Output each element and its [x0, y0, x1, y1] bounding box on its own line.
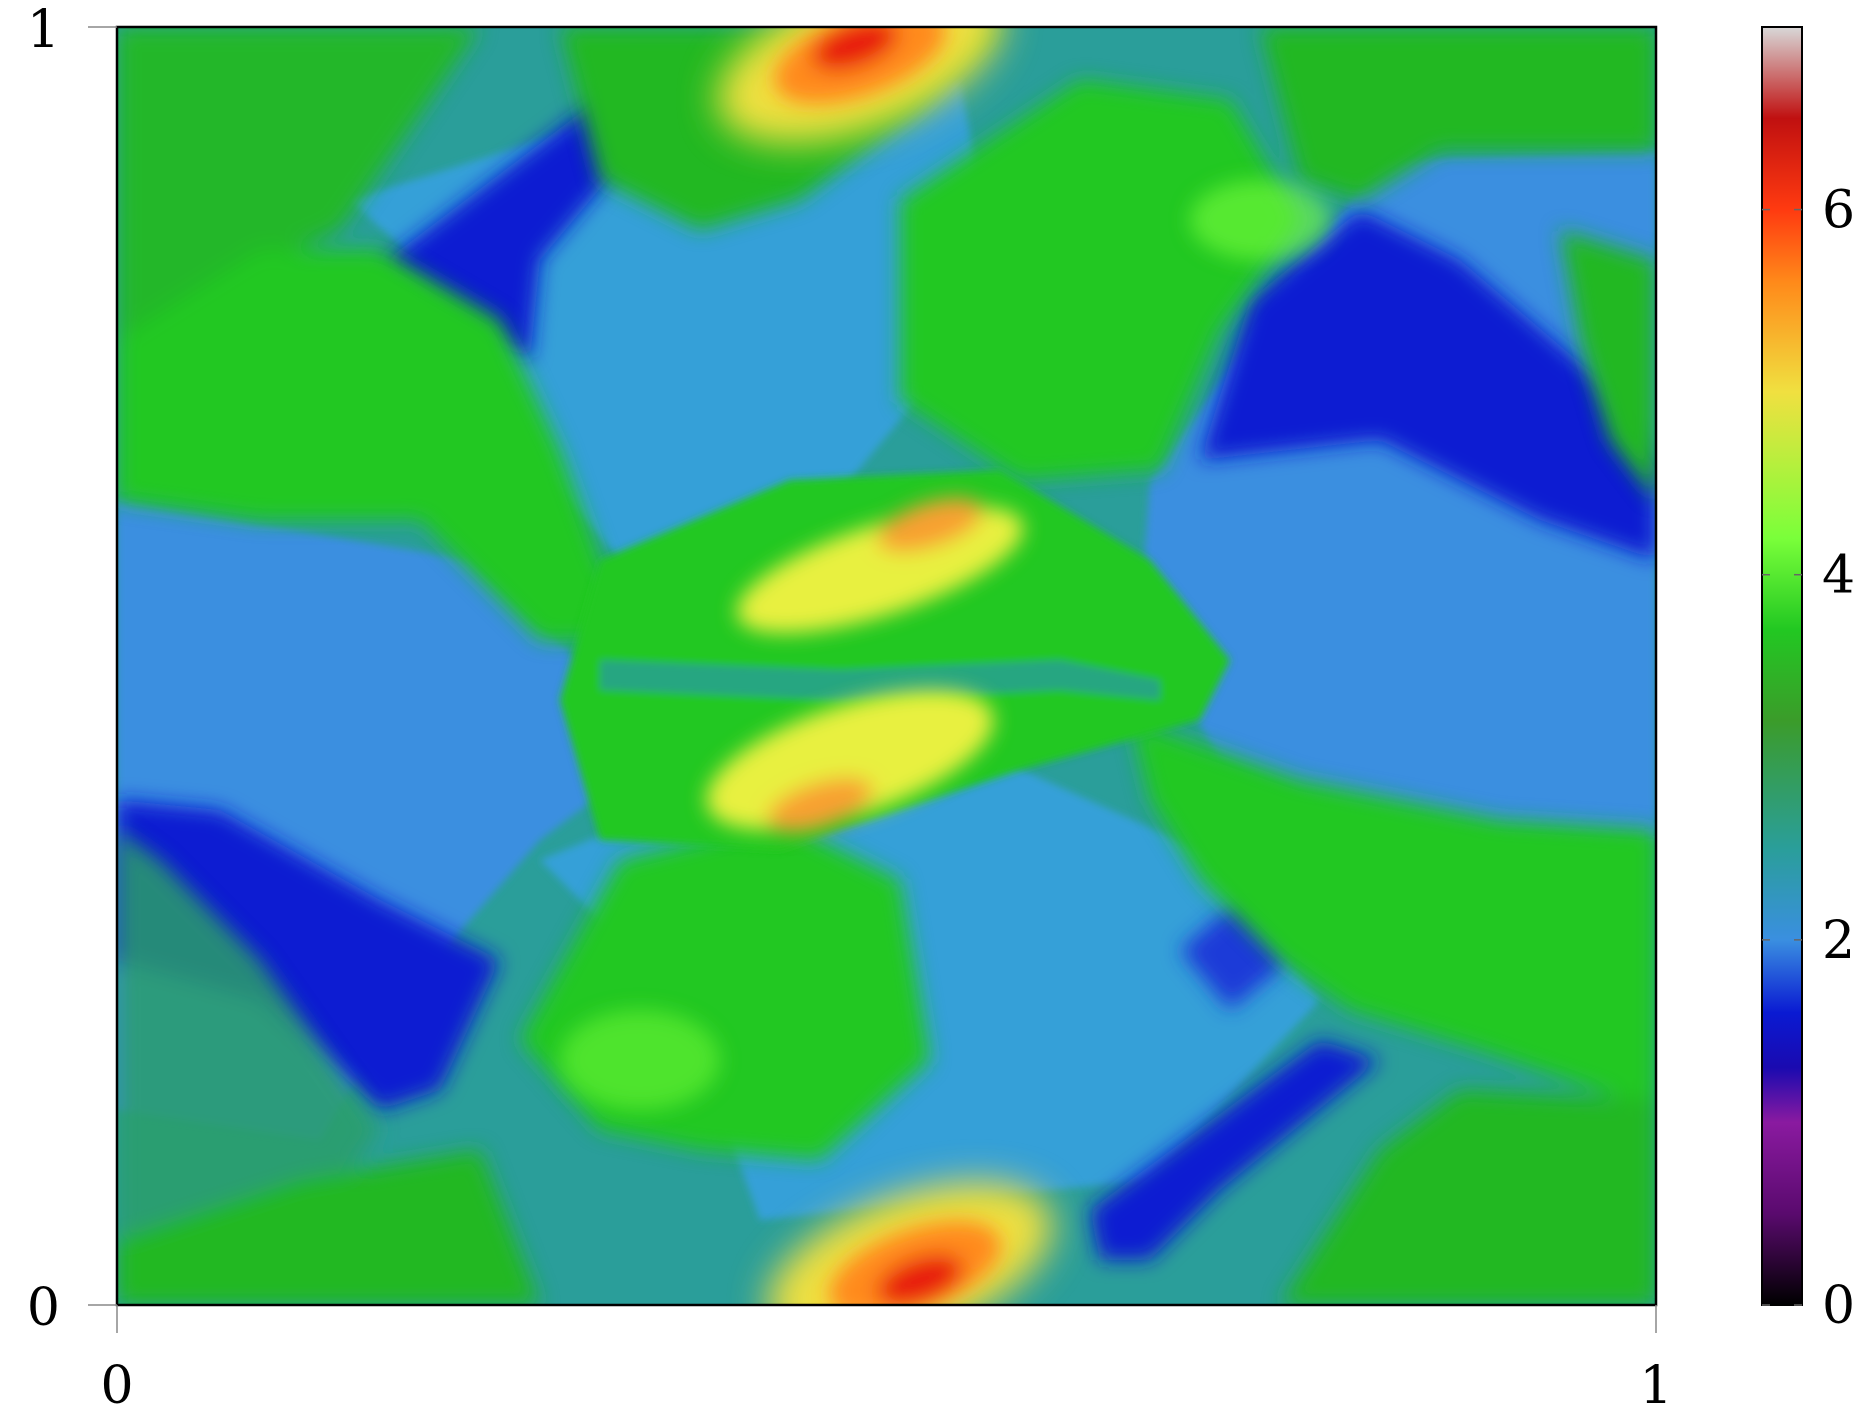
- field-central-orange-upper: [877, 498, 983, 552]
- colorbar-tick-label-3: 6: [1822, 181, 1855, 241]
- colorbar-tick-label-1: 2: [1822, 911, 1855, 971]
- y-tick-label-0: 0: [27, 1278, 60, 1338]
- colorbar-ticks: 0 2 4 6: [1762, 181, 1855, 1336]
- field-bottom-hotspot-core: [877, 1254, 963, 1305]
- heatmap-field: [117, 27, 1656, 1305]
- field-lower-right-dark-stripe: [1090, 1040, 1380, 1260]
- colorbar-tick-label-0: 0: [1822, 1276, 1855, 1336]
- field-right-edge-green: [1560, 230, 1656, 500]
- field-lower-right-green-lobe: [1130, 720, 1656, 1110]
- x-tick-label-1: 1: [1639, 1356, 1672, 1412]
- field-upper-right-green: [1260, 27, 1656, 200]
- field-lower-left-dark-band: [117, 800, 500, 1110]
- field-central-band-stripe: [600, 660, 1160, 700]
- y-tick-label-1: 1: [27, 0, 60, 60]
- colorbar-tick-label-2: 4: [1822, 546, 1855, 606]
- field-upper-right-dark-band: [1200, 210, 1656, 560]
- field-top-hotspot-core: [812, 27, 898, 71]
- field-bottom-right-green: [1280, 1090, 1656, 1305]
- x-axis: 0 1: [100, 1305, 1673, 1412]
- field-upper-middle-green-lobe: [900, 80, 1300, 480]
- x-tick-label-0: 0: [100, 1356, 133, 1412]
- field-green-highlight-2: [560, 1010, 720, 1110]
- colorbar-gradient: [1761, 26, 1803, 1306]
- field-central-shear-layer: [560, 470, 1230, 850]
- colorbar: 0 2 4 6: [1761, 26, 1855, 1336]
- y-axis: 0 1: [27, 0, 117, 1338]
- field-bottom-left-green: [117, 1150, 540, 1305]
- field-green-highlight-1: [1190, 180, 1330, 260]
- field-upper-left-green: [117, 27, 480, 340]
- plot-frame: [115, 25, 1658, 1307]
- field-left-green-lobe: [117, 250, 640, 640]
- field-central-orange-lower: [767, 778, 873, 832]
- field-central-yellow-lower: [706, 690, 994, 830]
